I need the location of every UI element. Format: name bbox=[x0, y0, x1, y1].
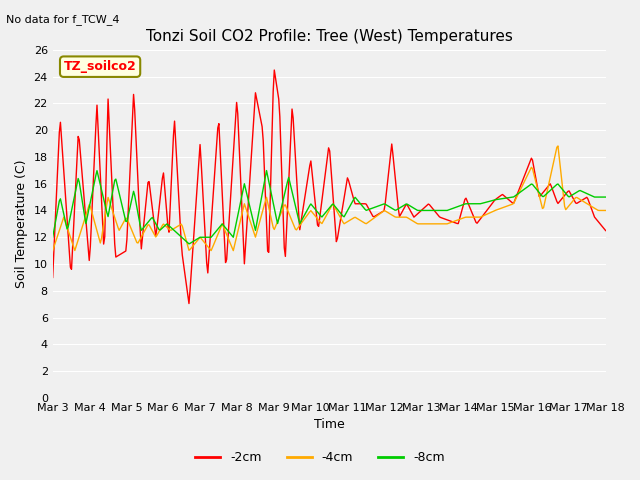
Legend: -2cm, -4cm, -8cm: -2cm, -4cm, -8cm bbox=[190, 446, 450, 469]
Text: No data for f_TCW_4: No data for f_TCW_4 bbox=[6, 14, 120, 25]
Text: TZ_soilco2: TZ_soilco2 bbox=[64, 60, 136, 73]
Y-axis label: Soil Temperature (C): Soil Temperature (C) bbox=[15, 160, 28, 288]
X-axis label: Time: Time bbox=[314, 419, 344, 432]
Title: Tonzi Soil CO2 Profile: Tree (West) Temperatures: Tonzi Soil CO2 Profile: Tree (West) Temp… bbox=[146, 29, 513, 44]
